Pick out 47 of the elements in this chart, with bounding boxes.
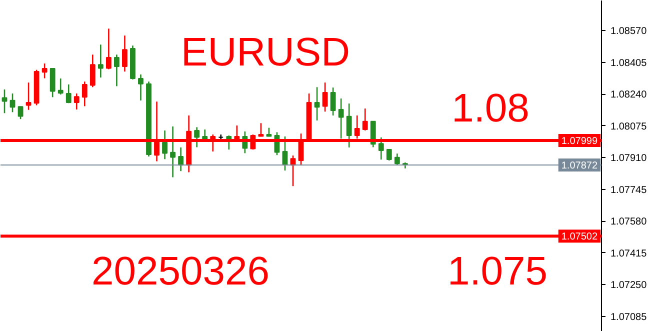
candlestick xyxy=(98,44,104,78)
y-tick-label: 1.08240 xyxy=(610,90,648,101)
y-tick-label: 1.08075 xyxy=(610,121,648,132)
candlestick xyxy=(66,84,72,104)
candlestick xyxy=(346,102,352,148)
candlestick xyxy=(90,54,96,88)
candlestick xyxy=(258,122,264,137)
candlestick xyxy=(330,86,336,116)
candlestick xyxy=(378,136,384,160)
candlestick xyxy=(82,80,88,107)
candlestick xyxy=(26,82,32,111)
y-tick-label: 1.08570 xyxy=(610,26,648,38)
ref-line-label: 1.07872 xyxy=(561,160,598,172)
candlestick xyxy=(362,108,368,132)
candlestick xyxy=(2,88,8,114)
annotation: 1.08 xyxy=(452,86,530,130)
candlestick xyxy=(322,82,328,112)
y-tick-label: 1.07745 xyxy=(610,184,648,196)
candlestick xyxy=(138,74,144,102)
candlestick xyxy=(122,34,128,72)
annotation: 1.075 xyxy=(447,250,548,294)
candlestick xyxy=(42,62,48,79)
candlestick xyxy=(170,126,176,178)
y-tick-label: 1.07910 xyxy=(610,153,648,164)
y-tick-label: 1.07085 xyxy=(610,312,648,323)
ref-line-label: 1.07999 xyxy=(561,136,598,147)
y-tick-label: 1.07415 xyxy=(610,248,648,260)
ref-line-label: 1.07502 xyxy=(561,232,598,243)
candlestick xyxy=(10,92,16,113)
candlestick xyxy=(338,98,344,140)
candlestick xyxy=(106,28,112,70)
candlestick xyxy=(50,68,56,98)
candlestick xyxy=(394,152,400,166)
y-tick-label: 1.08405 xyxy=(610,58,648,69)
candlestick xyxy=(178,146,184,172)
candlestick xyxy=(74,92,80,110)
candlestick xyxy=(114,54,120,87)
y-tick-label: 1.07580 xyxy=(610,216,648,228)
annotation: 20250326 xyxy=(92,250,270,294)
candlestick xyxy=(314,86,320,122)
candlestick xyxy=(386,148,392,162)
candlestick xyxy=(18,106,24,120)
candlestick xyxy=(194,126,200,148)
candlestick xyxy=(58,78,64,96)
y-tick-label: 1.07250 xyxy=(610,280,648,292)
candlestick xyxy=(162,130,168,160)
annotation: EURUSD xyxy=(181,30,350,74)
